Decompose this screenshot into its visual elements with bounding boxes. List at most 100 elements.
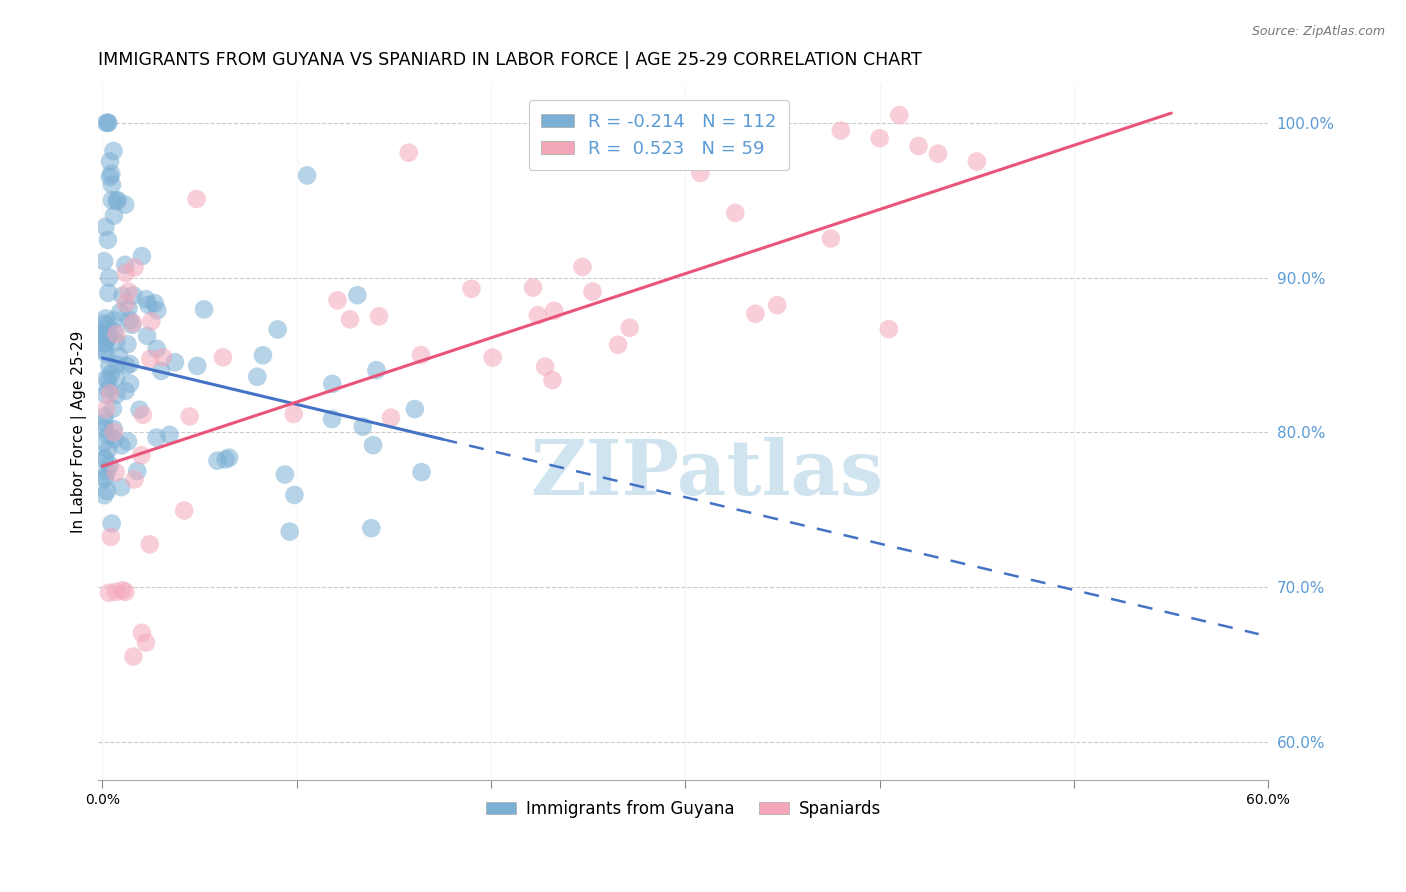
- Point: [744, 307, 766, 321]
- Point: [541, 373, 564, 387]
- Point: [460, 282, 482, 296]
- Point: [98, 386, 121, 401]
- Legend: Immigrants from Guyana, Spaniards: Immigrants from Guyana, Spaniards: [479, 793, 889, 824]
- Point: [927, 146, 949, 161]
- Point: [179, 409, 201, 424]
- Point: [111, 583, 134, 598]
- Point: [252, 348, 274, 362]
- Point: [105, 370, 128, 384]
- Point: [366, 363, 388, 377]
- Point: [127, 464, 149, 478]
- Point: [141, 314, 163, 328]
- Point: [97, 318, 120, 332]
- Point: [122, 316, 145, 330]
- Point: [96, 331, 118, 345]
- Point: [218, 450, 240, 465]
- Point: [97, 233, 120, 247]
- Point: [94, 116, 117, 130]
- Text: Source: ZipAtlas.com: Source: ZipAtlas.com: [1251, 25, 1385, 38]
- Point: [889, 108, 911, 122]
- Point: [93, 421, 115, 435]
- Point: [380, 410, 402, 425]
- Point: [98, 458, 121, 472]
- Point: [114, 258, 136, 272]
- Point: [100, 167, 122, 181]
- Point: [94, 372, 117, 386]
- Point: [97, 116, 120, 130]
- Point: [118, 357, 141, 371]
- Point: [96, 483, 118, 498]
- Point: [135, 292, 157, 306]
- Point: [103, 425, 125, 440]
- Point: [117, 434, 139, 449]
- Point: [114, 585, 136, 599]
- Point: [98, 327, 121, 342]
- Point: [830, 123, 852, 137]
- Point: [534, 359, 557, 374]
- Point: [159, 427, 181, 442]
- Point: [93, 343, 115, 357]
- Point: [94, 402, 117, 417]
- Point: [361, 438, 384, 452]
- Point: [283, 407, 305, 421]
- Point: [724, 206, 747, 220]
- Point: [139, 537, 162, 551]
- Point: [94, 219, 117, 234]
- Point: [103, 325, 125, 339]
- Point: [94, 346, 117, 360]
- Point: [186, 359, 208, 373]
- Point: [103, 313, 125, 327]
- Point: [118, 313, 141, 327]
- Point: [527, 308, 550, 322]
- Point: [543, 304, 565, 318]
- Point: [97, 116, 120, 130]
- Point: [135, 635, 157, 649]
- Point: [93, 435, 115, 450]
- Point: [150, 364, 173, 378]
- Point: [131, 448, 153, 462]
- Point: [360, 521, 382, 535]
- Point: [122, 288, 145, 302]
- Point: [120, 376, 142, 391]
- Point: [278, 524, 301, 539]
- Point: [110, 438, 132, 452]
- Point: [368, 310, 391, 324]
- Point: [398, 145, 420, 160]
- Point: [143, 296, 166, 310]
- Point: [103, 144, 125, 158]
- Point: [93, 416, 115, 430]
- Point: [404, 402, 426, 417]
- Point: [212, 351, 235, 365]
- Point: [186, 192, 208, 206]
- Point: [128, 402, 150, 417]
- Point: [114, 296, 136, 310]
- Point: [108, 349, 131, 363]
- Point: [114, 197, 136, 211]
- Point: [117, 301, 139, 316]
- Point: [93, 336, 115, 351]
- Point: [966, 154, 988, 169]
- Point: [571, 260, 593, 274]
- Point: [339, 312, 361, 326]
- Point: [522, 280, 544, 294]
- Point: [105, 194, 128, 208]
- Point: [131, 626, 153, 640]
- Point: [346, 288, 368, 302]
- Point: [93, 329, 115, 343]
- Point: [98, 169, 121, 184]
- Point: [94, 472, 117, 486]
- Point: [124, 473, 146, 487]
- Point: [105, 334, 128, 349]
- Point: [98, 359, 121, 373]
- Point: [124, 260, 146, 275]
- Point: [97, 381, 120, 395]
- Y-axis label: In Labor Force | Age 25-29: In Labor Force | Age 25-29: [72, 331, 87, 533]
- Point: [117, 285, 139, 299]
- Point: [105, 388, 128, 402]
- Point: [121, 318, 143, 332]
- Point: [98, 270, 121, 285]
- Point: [100, 530, 122, 544]
- Point: [267, 322, 290, 336]
- Point: [481, 351, 503, 365]
- Point: [138, 298, 160, 312]
